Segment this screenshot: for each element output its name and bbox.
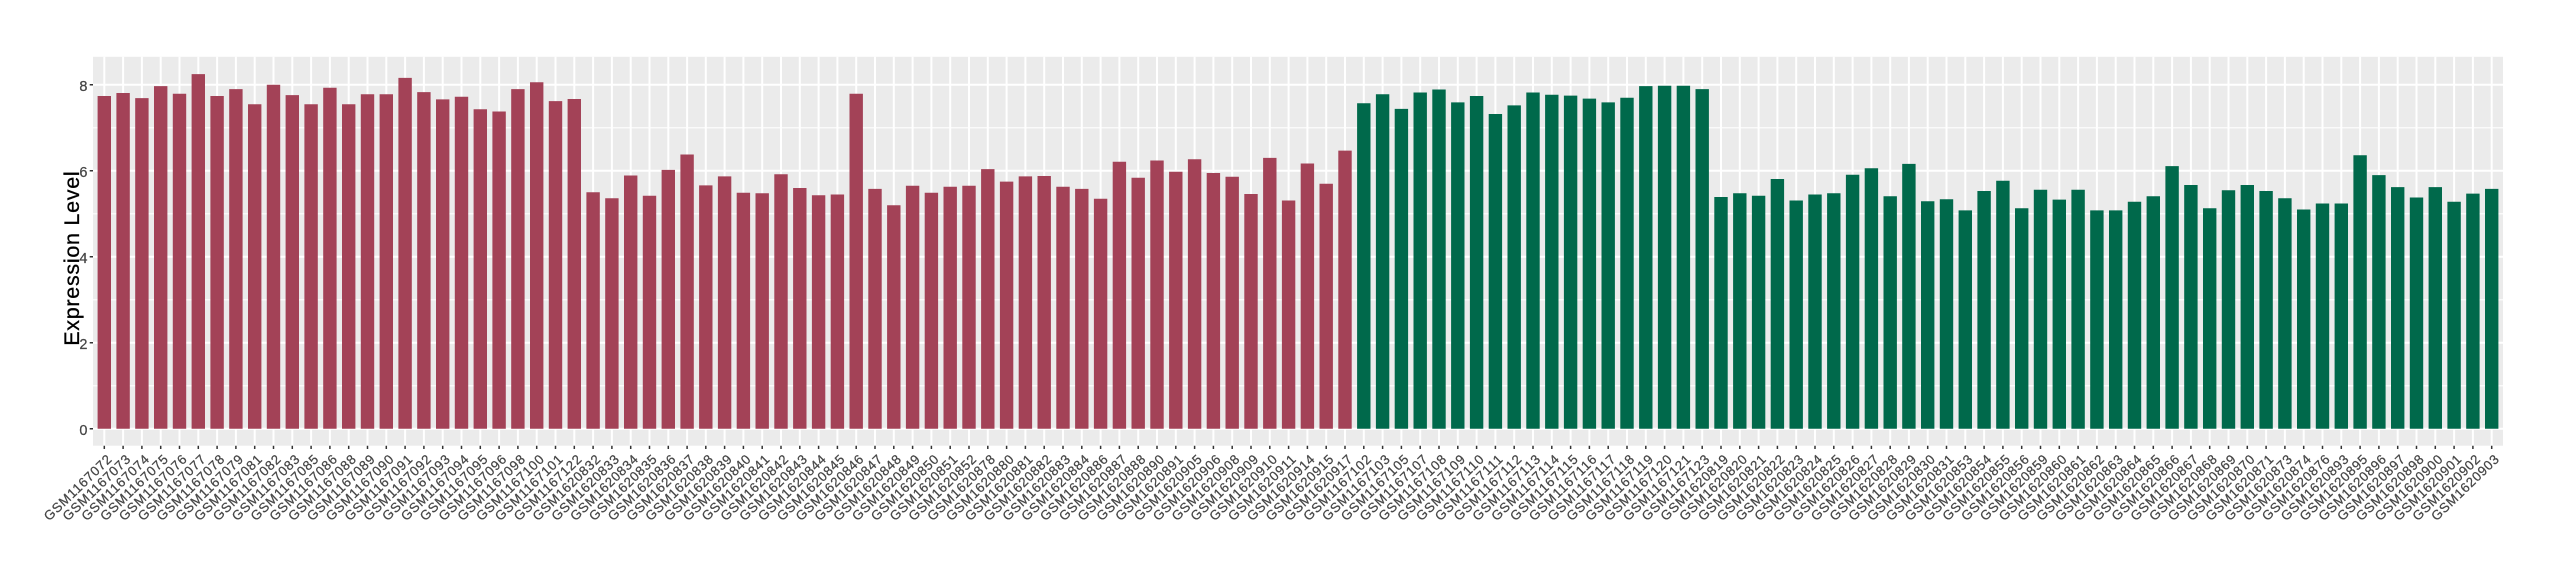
svg-text:6: 6 bbox=[79, 165, 87, 181]
svg-text:2: 2 bbox=[79, 337, 87, 353]
svg-text:8: 8 bbox=[79, 79, 87, 95]
svg-text:0: 0 bbox=[79, 423, 87, 439]
svg-text:Expression Level: Expression Level bbox=[60, 171, 84, 346]
svg-text:4: 4 bbox=[79, 251, 87, 267]
